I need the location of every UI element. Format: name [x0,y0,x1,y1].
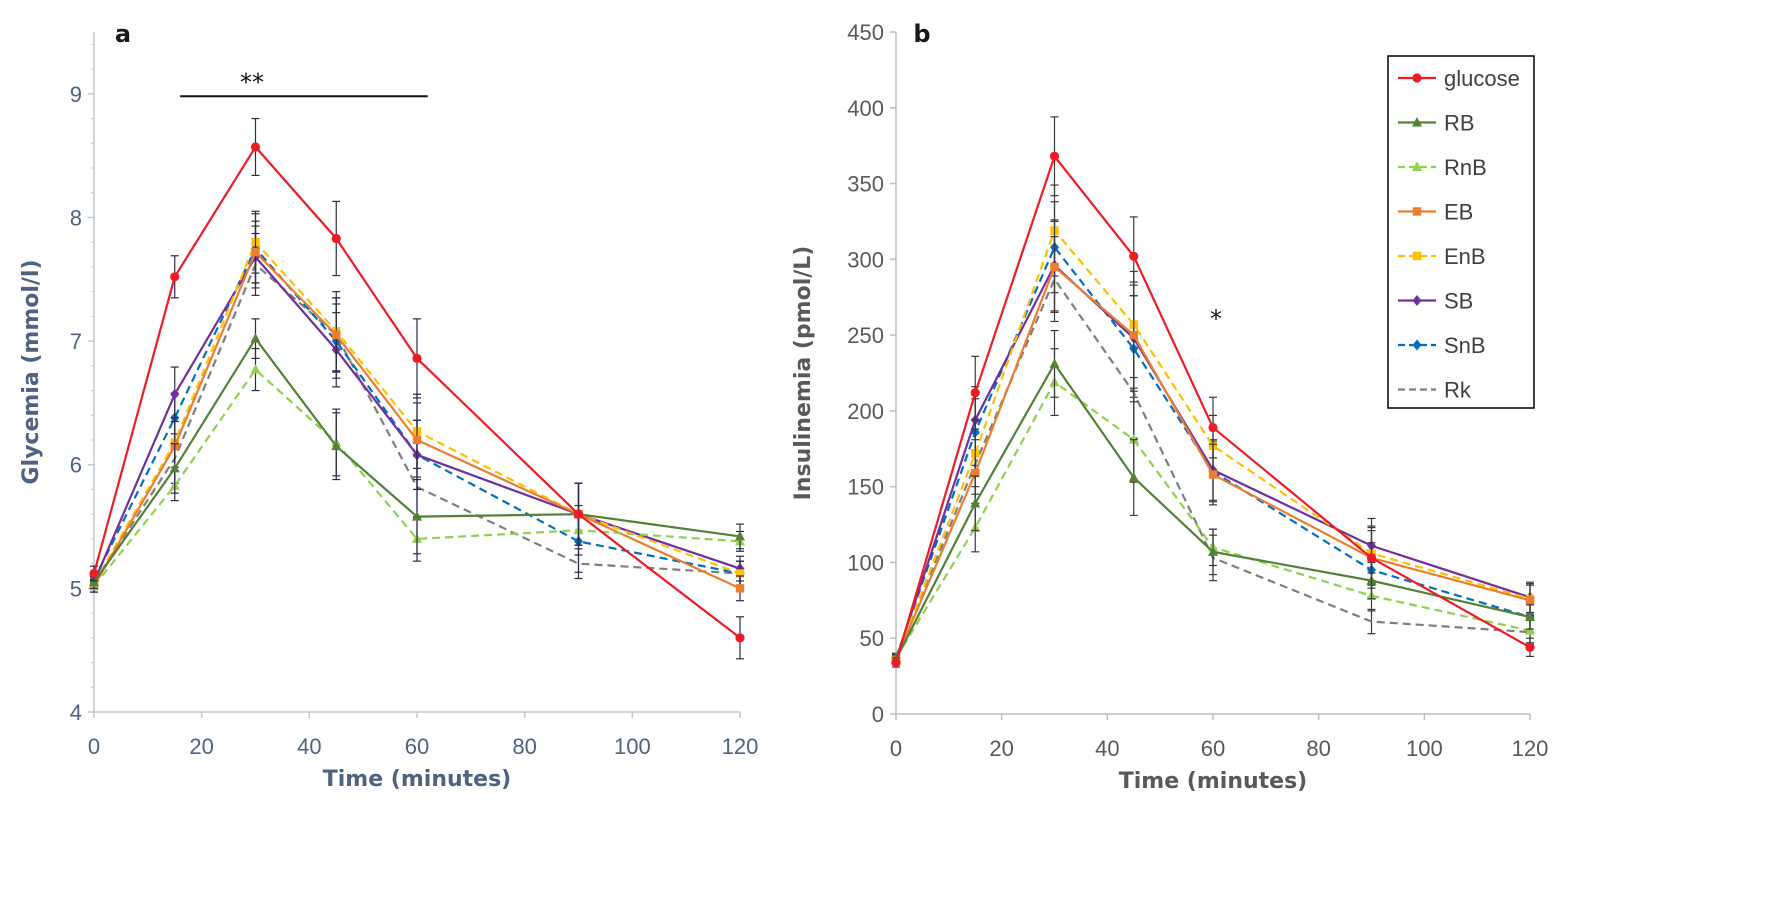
y-tick-label: 9 [70,82,82,107]
x-tick-label: 20 [189,734,213,759]
data-point-EB [1129,330,1138,340]
y-tick-label: 350 [847,172,884,197]
x-axis-title: Time (minutes) [323,767,511,792]
y-tick-label: 0 [872,702,884,727]
legend-label-EB: EB [1444,200,1473,225]
x-tick-label: 80 [512,734,536,759]
data-point-glucose [573,509,584,519]
y-tick-label: 150 [847,475,884,500]
legend-label-EnB: EnB [1444,244,1486,269]
y-tick-label: 450 [847,20,884,45]
data-point-glucose [170,272,180,282]
x-tick-label: 60 [405,734,429,759]
data-point-glucose [1366,553,1377,563]
legend-label-SnB: SnB [1444,333,1486,358]
data-point-EnB [735,569,745,578]
legend-marker [1412,295,1422,306]
data-point-RnB [1128,434,1139,444]
series-glucose [891,116,1535,668]
legend-label-RB: RB [1444,111,1475,136]
y-tick-label: 4 [70,700,82,725]
data-point-glucose [412,353,422,363]
legend-box [1387,55,1535,409]
significance-label: * [1210,305,1222,333]
legend-label-SB: SB [1444,289,1473,314]
x-tick-label: 40 [297,734,321,759]
x-tick-label: 80 [1306,736,1330,761]
data-point-glucose [970,388,980,398]
y-tick-label: 250 [847,323,884,348]
data-point-glucose [89,568,99,579]
data-point-RB [1525,611,1535,622]
legend-marker [1412,73,1422,83]
legend: glucose RB RnB EB EnB SB SnB Rk [1387,55,1535,409]
data-point-SB [170,388,180,400]
legend-label-Rk: Rk [1444,378,1472,403]
data-point-EB [412,435,422,445]
x-tick-label: 40 [1095,736,1119,761]
y-tick-label: 6 [70,453,82,478]
data-point-glucose [1129,251,1139,261]
x-tick-label: 0 [890,736,902,761]
data-point-RB [735,530,745,541]
data-point-RB [970,497,981,508]
series-glucose [89,117,745,660]
panel-b-chart: 0 50 100 150 200 250 300 350 400 450 0 20 40 60 80 100 1… [791,20,1548,794]
x-tick-label: 20 [989,736,1013,761]
data-point-RB [1049,358,1060,368]
y-tick-label: 8 [70,205,82,230]
data-point-EB [332,330,341,340]
data-point-RB [331,440,342,451]
data-point-EB [1050,262,1059,272]
x-tick-label: 120 [1512,736,1549,761]
y-tick-label: 100 [847,550,884,575]
legend-marker [1412,117,1422,127]
data-point-glucose [1049,151,1060,161]
legend-marker [1412,207,1422,216]
legend-marker [1412,339,1422,351]
data-point-glucose [250,142,261,152]
data-point-RB [1128,472,1139,482]
y-tick-label: 400 [847,96,884,121]
data-point-EB [1525,596,1535,605]
y-tick-label: 300 [847,247,884,272]
x-axis-title: Time (minutes) [1119,769,1307,794]
data-point-glucose [331,233,341,244]
legend-label-RnB: RnB [1444,155,1487,180]
y-tick-label: 5 [70,576,82,601]
x-tick-label: 100 [1406,736,1443,761]
x-tick-label: 0 [88,734,100,759]
data-point-glucose [1208,422,1218,433]
legend-marker [1412,161,1422,171]
data-point-RB [1208,546,1218,556]
legend-label-glucose: glucose [1444,66,1520,91]
panel-letter: b [913,20,930,48]
data-point-EB [971,468,980,478]
data-point-RB [169,462,180,473]
data-point-RnB [1525,625,1535,635]
x-tick-label: 60 [1201,736,1225,761]
data-point-RB [412,511,422,521]
data-point-EB [1208,470,1218,479]
data-point-EB [735,584,745,593]
data-point-glucose [735,633,745,643]
y-axis-title: Insulinemia (pmol/L) [791,246,816,501]
y-tick-label: 7 [70,329,82,354]
panel-letter: a [115,20,131,48]
data-point-RB [250,333,261,343]
y-tick-label: 200 [847,399,884,424]
y-tick-label: 50 [860,626,884,651]
legend-marker [1412,251,1422,261]
data-point-EB [251,247,260,257]
significance-label: ** [240,68,264,96]
data-point-glucose [1525,642,1535,652]
x-tick-label: 120 [722,734,759,759]
panel-a-chart: 4 5 6 7 8 9 0 20 40 60 80 100 120 Time (minutes) Glyce… [19,20,758,792]
data-point-glucose [891,657,901,668]
x-tick-label: 100 [614,734,651,759]
y-axis-title: Glycemia (mmol/l) [19,259,44,484]
data-point-RnB [250,364,261,374]
